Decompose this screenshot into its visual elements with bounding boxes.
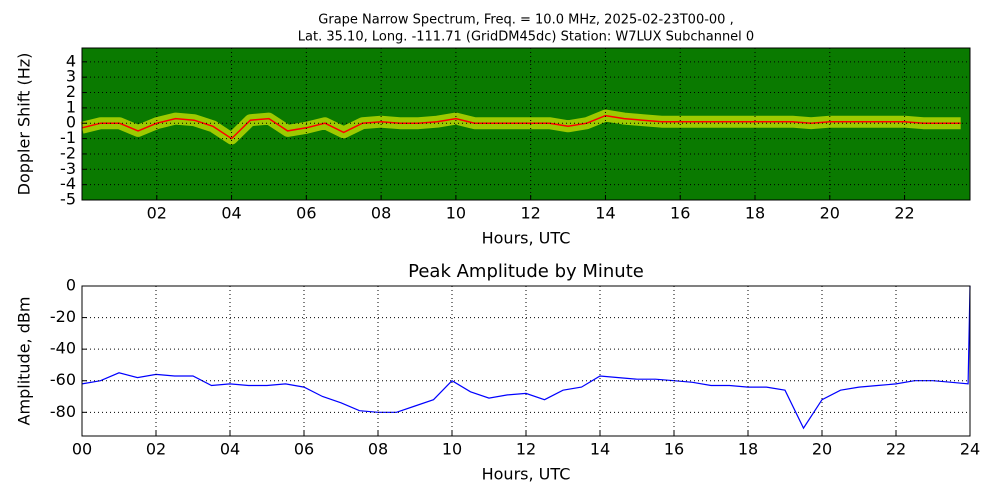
y-axis-label: Doppler Shift (Hz) — [15, 53, 34, 196]
y-tick-label: 0 — [66, 276, 76, 295]
y-tick-label: -60 — [50, 370, 76, 389]
y-tick-label: 3 — [66, 67, 76, 86]
x-tick-label: 16 — [670, 204, 690, 223]
x-tick-label: 22 — [886, 440, 906, 459]
y-tick-label: -40 — [50, 339, 76, 358]
x-axis-label: Hours, UTC — [482, 465, 571, 484]
y-tick-label: -1 — [60, 128, 76, 147]
y-tick-label: -2 — [60, 143, 76, 162]
x-tick-label: 10 — [442, 440, 462, 459]
chart-title: Lat. 35.10, Long. -111.71 (GridDM45dc) S… — [298, 30, 754, 45]
x-tick-label: 18 — [738, 440, 758, 459]
x-tick-label: 18 — [745, 204, 765, 223]
y-tick-label: -20 — [50, 307, 76, 326]
y-tick-label: 1 — [66, 97, 76, 116]
amplitude-line — [81, 285, 971, 430]
x-tick-label: 16 — [664, 440, 684, 459]
x-tick-label: 20 — [820, 204, 840, 223]
y-tick-label: -5 — [60, 190, 76, 209]
x-tick-label: 14 — [590, 440, 610, 459]
x-tick-label: 22 — [894, 204, 914, 223]
x-tick-label: 00 — [72, 440, 92, 459]
x-tick-label: 10 — [446, 204, 466, 223]
y-tick-label: 0 — [66, 113, 76, 132]
chart-title: Peak Amplitude by Minute — [408, 261, 644, 282]
y-tick-label: -4 — [60, 174, 76, 193]
x-tick-label: 14 — [595, 204, 615, 223]
x-tick-label: 12 — [516, 440, 536, 459]
chart-title: Grape Narrow Spectrum, Freq. = 10.0 MHz,… — [318, 13, 733, 28]
x-tick-label: 06 — [296, 204, 316, 223]
y-tick-label: 4 — [66, 51, 76, 70]
y-tick-label: 2 — [66, 82, 76, 101]
x-tick-label: 02 — [147, 204, 167, 223]
x-tick-label: 12 — [520, 204, 540, 223]
x-tick-label: 08 — [368, 440, 388, 459]
y-tick-label: -80 — [50, 402, 76, 421]
x-axis-label: Hours, UTC — [482, 229, 571, 248]
y-axis-label: Amplitude, dBm — [15, 297, 34, 426]
x-tick-label: 04 — [221, 204, 241, 223]
x-tick-label: 04 — [220, 440, 240, 459]
y-tick-label: -3 — [60, 159, 76, 178]
x-tick-label: 20 — [812, 440, 832, 459]
x-tick-label: 24 — [960, 440, 980, 459]
plot-frame — [81, 285, 971, 437]
plot-frame — [81, 47, 971, 201]
x-tick-label: 08 — [371, 204, 391, 223]
x-tick-label: 06 — [294, 440, 314, 459]
x-tick-label: 02 — [146, 440, 166, 459]
